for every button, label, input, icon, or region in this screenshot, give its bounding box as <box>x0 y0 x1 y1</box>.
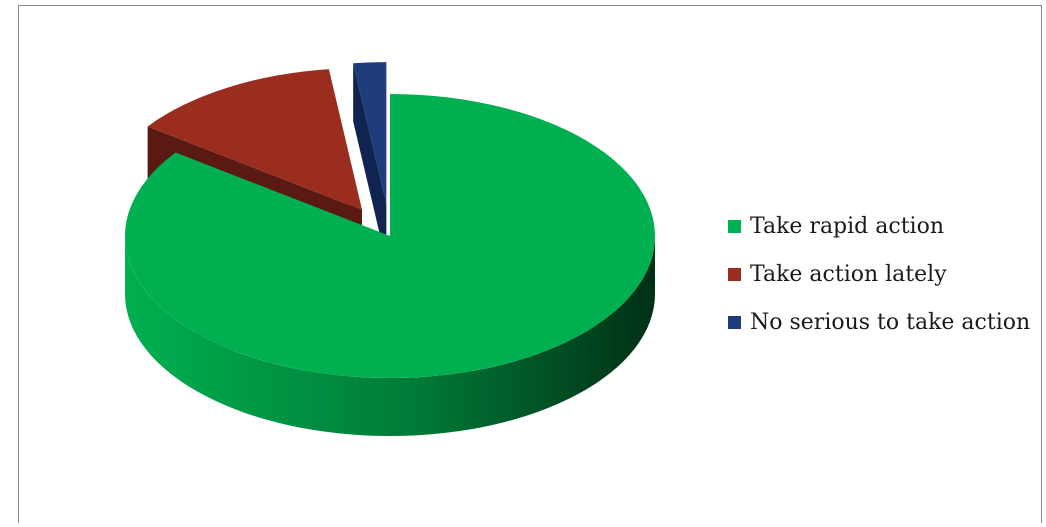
pie-slice-2 <box>353 62 387 263</box>
pie-slice-side <box>125 236 655 436</box>
legend-label: Take rapid action <box>750 213 944 239</box>
pie-slice-cut <box>353 63 387 263</box>
pie-slice-0 <box>125 94 655 436</box>
legend-item: Take rapid action <box>728 202 1030 250</box>
legend-label: No serious to take action <box>750 309 1031 335</box>
legend-swatch <box>728 315 741 329</box>
pie-slice-top <box>125 94 655 378</box>
pie-slice-top <box>353 62 387 205</box>
legend: Take rapid action Take action lately No se… <box>728 202 1030 346</box>
legend-label: Take action lately <box>750 261 947 287</box>
legend-item: No serious to take action <box>728 298 1030 346</box>
pie-slice-top <box>147 69 363 210</box>
legend-item: Take action lately <box>728 250 1030 298</box>
legend-swatch <box>728 267 741 281</box>
chart-frame <box>18 5 1042 523</box>
legend-swatch <box>728 219 741 233</box>
pie-slices <box>125 62 655 436</box>
